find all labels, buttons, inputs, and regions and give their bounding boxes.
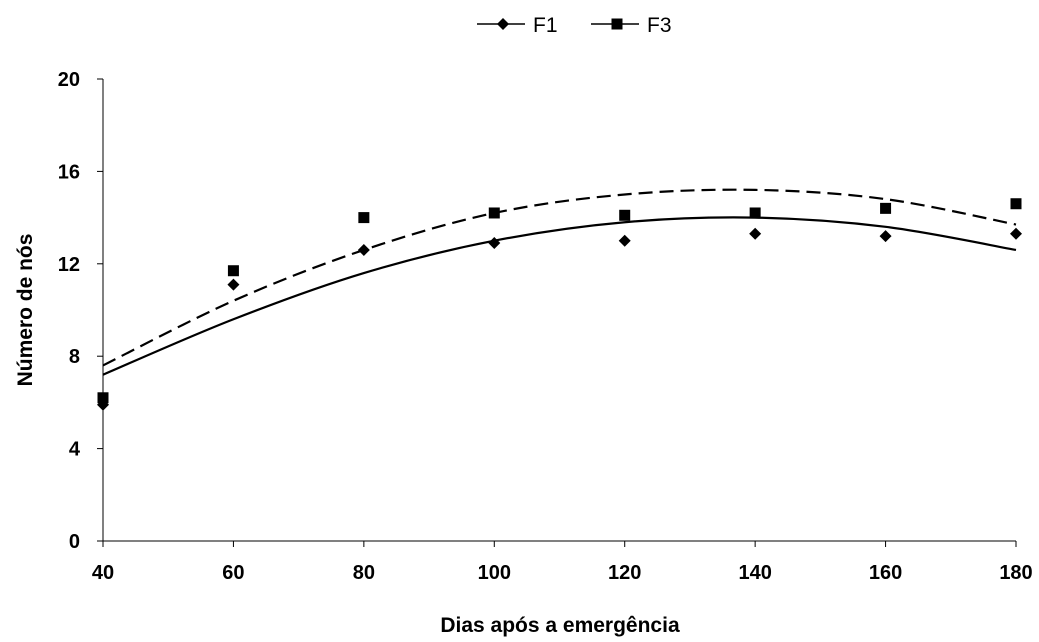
x-axis-title: Dias após a emergência — [440, 614, 680, 637]
x-tick-label-140: 140 — [738, 562, 771, 584]
point-f1-60 — [227, 278, 240, 291]
axes: 0 4 8 12 16 20 40 60 80 100 120 140 160 180 — [58, 69, 1033, 584]
y-tick-label-12: 12 — [58, 254, 80, 276]
x-tick-label-180: 180 — [999, 562, 1032, 584]
x-tick-label-40: 40 — [92, 562, 114, 584]
point-f3-100 — [488, 207, 500, 219]
x-tick-label-60: 60 — [222, 562, 244, 584]
point-f3-140 — [749, 207, 761, 219]
point-f1-180 — [1010, 227, 1022, 240]
legend-item-f3: F3 — [591, 14, 672, 37]
y-tick-label-4: 4 — [69, 439, 81, 461]
point-f3-120 — [619, 209, 631, 221]
legend-label-f1: F1 — [533, 14, 558, 37]
point-f3-160 — [880, 202, 892, 214]
point-f1-100 — [488, 237, 501, 250]
x-tick-label-100: 100 — [478, 562, 511, 584]
point-f1-140 — [749, 227, 762, 240]
x-tick-label-160: 160 — [869, 562, 902, 584]
series-f1 — [97, 216, 1022, 411]
plot-area — [97, 188, 1022, 411]
y-tick-label-20: 20 — [58, 69, 80, 91]
x-tick-label-120: 120 — [608, 562, 641, 584]
legend: F1 F3 — [477, 14, 672, 37]
point-f3-40 — [97, 392, 109, 404]
series-f3 — [97, 188, 1022, 404]
y-tick-label-8: 8 — [69, 346, 80, 368]
legend-item-f1: F1 — [477, 14, 558, 37]
legend-marker-f3 — [611, 18, 623, 30]
y-tick-label-16: 16 — [58, 161, 80, 183]
trend-line-f3 — [102, 188, 1017, 367]
point-f1-160 — [879, 230, 892, 243]
x-tick-label-80: 80 — [353, 562, 375, 584]
y-axis-title: Número de nós — [14, 234, 37, 387]
point-f3-180 — [1010, 198, 1022, 210]
point-f3-80 — [358, 212, 370, 224]
legend-marker-f1 — [497, 18, 509, 30]
point-f3-60 — [227, 265, 239, 277]
trend-line-f1 — [102, 216, 1017, 376]
point-f1-120 — [618, 234, 631, 247]
y-tick-label-0: 0 — [69, 531, 80, 553]
legend-label-f3: F3 — [647, 14, 672, 37]
